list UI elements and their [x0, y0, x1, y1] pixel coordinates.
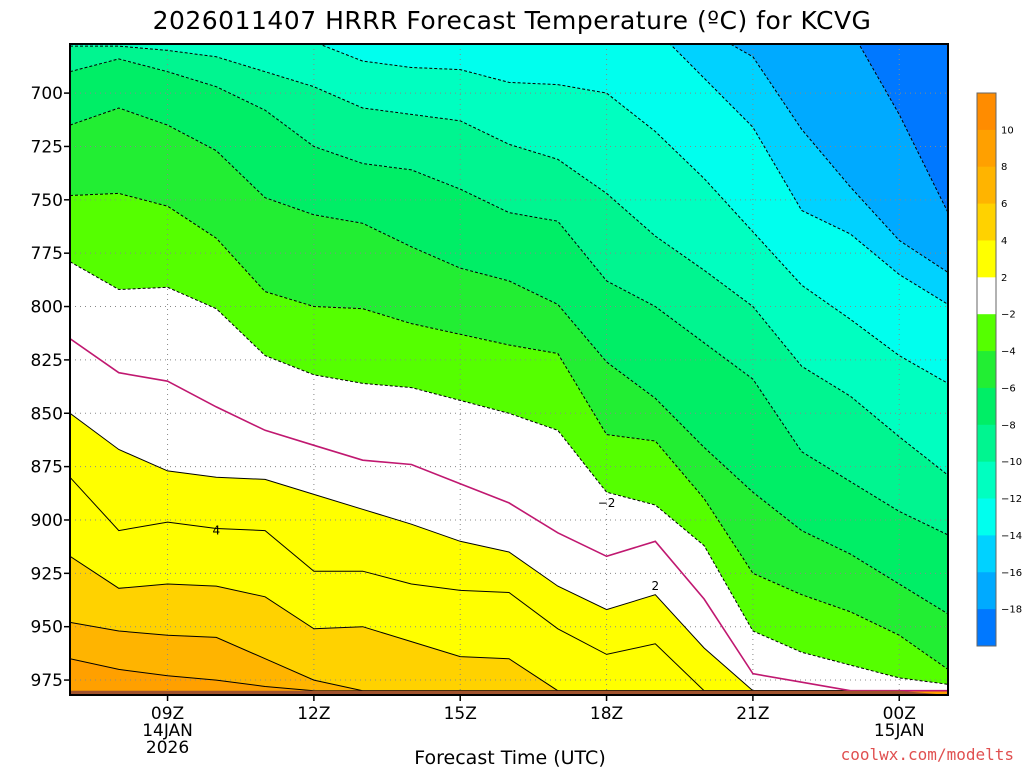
colorbar-swatch: [977, 387, 996, 426]
y-tick-label: 900: [31, 511, 63, 531]
temperature-band: [319, 44, 948, 384]
isotherm-line: [729, 44, 948, 273]
colorbar-swatch: [977, 129, 996, 168]
colorbar-swatch: [977, 314, 996, 352]
contour-label: 2: [652, 579, 660, 593]
y-tick-label: 875: [31, 458, 63, 478]
isotherm-line: [70, 107, 948, 615]
colorbar-label: 2: [1001, 273, 1007, 284]
colorbar-swatch: [977, 277, 996, 315]
y-tick-label: 775: [31, 244, 63, 264]
contour-label: −2: [598, 496, 616, 510]
y-tick-label: 975: [31, 671, 63, 691]
x-tick-label: 14JAN: [142, 721, 193, 741]
y-tick-label: 925: [31, 564, 63, 584]
freezing-isotherm: [70, 337, 948, 692]
isotherm-line: [70, 45, 948, 476]
y-tick-label: 825: [31, 351, 63, 371]
colorbar-label: −4: [1001, 347, 1016, 358]
grid-layer: [70, 44, 948, 695]
x-tick-label: 2026: [146, 738, 189, 758]
y-tick-label: 725: [31, 137, 63, 157]
isotherm-line: [70, 58, 948, 536]
y-tick-label: 950: [31, 618, 63, 638]
colorbar-label: −2: [1001, 310, 1016, 321]
temperature-band: [70, 193, 948, 685]
colorbar-swatch: [977, 498, 996, 536]
contour-label: 4: [213, 524, 221, 538]
x-tick-label: 18Z: [590, 704, 623, 724]
x-tick-label: 15Z: [444, 704, 477, 724]
colorbar-label: −10: [1001, 457, 1022, 468]
temperature-band: [70, 261, 948, 691]
colorbar-swatch: [977, 166, 996, 205]
temperature-fill-layer: [70, 44, 948, 695]
chart-title: 2026011407 HRRR Forecast Temperature (ºC…: [153, 6, 872, 35]
colorbar-swatch: [977, 535, 996, 573]
x-tick-label: 00Z: [883, 704, 916, 724]
plot-area: [70, 44, 948, 695]
colorbar-swatch: [977, 351, 996, 389]
colorbar-swatch: [977, 240, 996, 278]
y-tick-label: 800: [31, 298, 63, 318]
colorbar-legend: 10 8 6 4 2 −2 −4 −6 −8 −10 −12 −14 −16 −18: [976, 92, 1022, 647]
temperature-band: [858, 44, 948, 213]
isotherm-line: [669, 44, 948, 305]
temperature-band: [70, 338, 948, 691]
ground-surface: [70, 690, 948, 695]
y-axis: 700 725 750 775 800 825 850 875 900 925 950 975: [31, 84, 70, 691]
colorbar-label: −6: [1001, 383, 1016, 394]
colorbar-swatch: [977, 572, 996, 610]
temperature-band: [70, 58, 948, 614]
colorbar-swatch: [977, 93, 996, 131]
temperature-band: [70, 108, 948, 670]
colorbar-label: 10: [1001, 125, 1014, 136]
temperature-band: [70, 477, 948, 691]
isotherm-line: [70, 192, 948, 670]
colorbar-label: −14: [1001, 531, 1022, 542]
y-tick-label: 850: [31, 404, 63, 424]
colorbar-label: −18: [1001, 605, 1022, 616]
isotherm-line: [317, 44, 948, 384]
ground-surface-layer: [70, 690, 948, 695]
isotherm-line: [70, 261, 948, 685]
x-tick-label: 15JAN: [874, 721, 925, 741]
contour-label-layer: 4 2 −2: [213, 496, 660, 593]
colorbar-swatch: [977, 203, 996, 241]
colorbar-label: 4: [1001, 236, 1007, 247]
temperature-band: [70, 556, 948, 691]
colorbar-swatch: [977, 424, 996, 463]
colorbar-frame: [976, 92, 997, 647]
x-axis-title: Forecast Time (UTC): [414, 747, 605, 768]
x-tick-label: 12Z: [297, 704, 330, 724]
colorbar-label: 8: [1001, 162, 1007, 173]
temperature-band: [70, 44, 948, 476]
colorbar-swatch: [977, 609, 996, 647]
colorbar-label: 6: [1001, 199, 1007, 210]
plot-frame: [69, 43, 949, 696]
temperature-band: [70, 622, 948, 691]
colorbar-label: −12: [1001, 494, 1022, 505]
temperature-band: [730, 44, 948, 273]
credit-text: coolwx.com/modelts: [841, 745, 1014, 764]
x-tick-label: 21Z: [736, 704, 769, 724]
colorbar-label: −8: [1001, 420, 1016, 431]
temperature-band: [670, 44, 948, 305]
colorbar-label: −16: [1001, 568, 1022, 579]
x-tick-label: 09Z: [151, 704, 184, 724]
y-tick-label: 700: [31, 84, 63, 104]
temperature-band: [70, 46, 948, 535]
y-tick-label: 750: [31, 191, 63, 211]
colorbar-swatch: [977, 461, 996, 500]
